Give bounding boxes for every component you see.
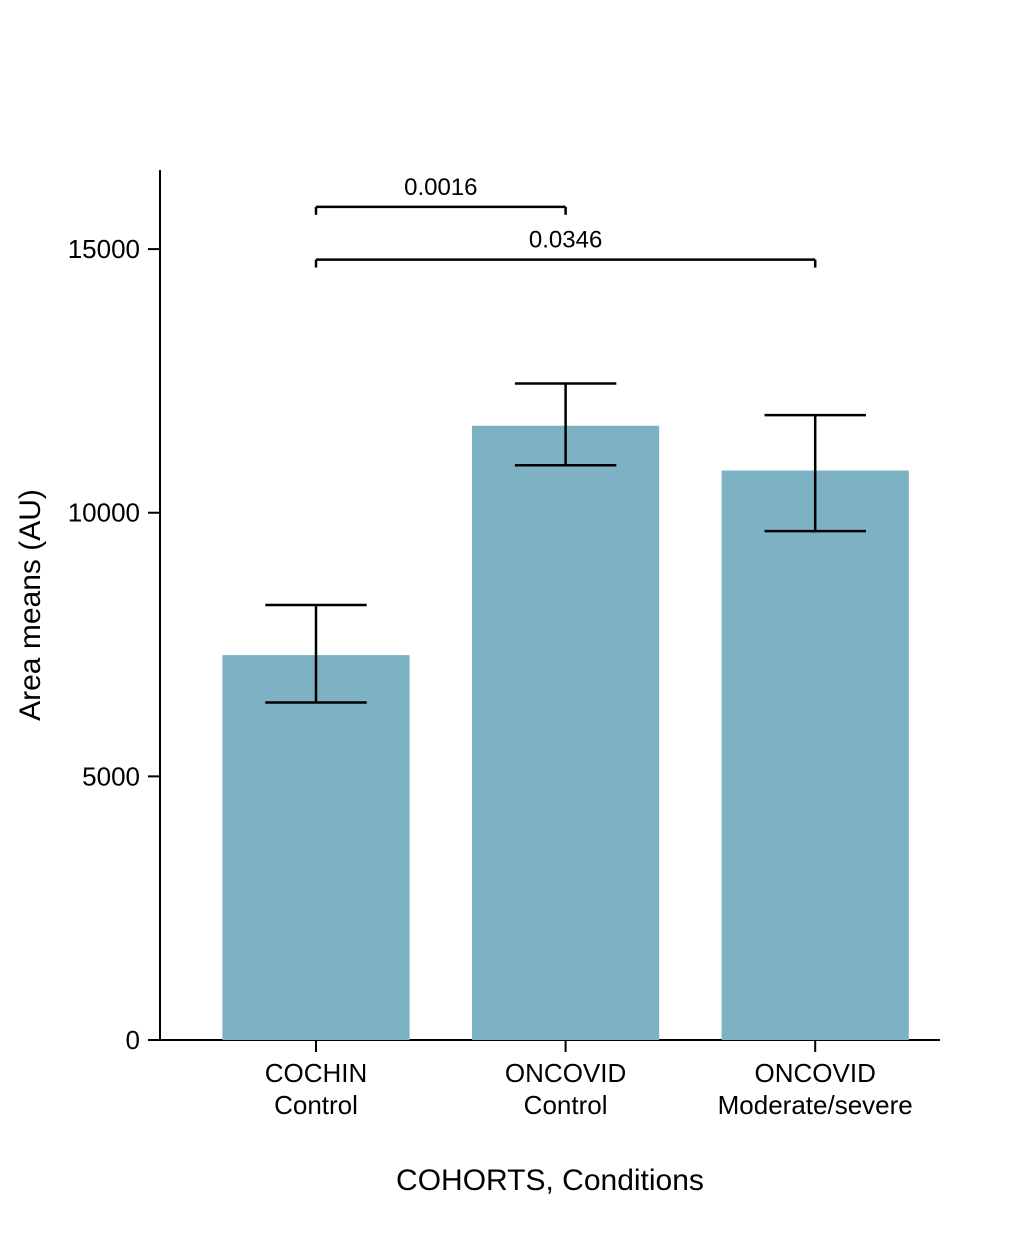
x-tick-label-line2: Moderate/severe bbox=[718, 1090, 913, 1120]
x-tick-label-line2: Control bbox=[524, 1090, 608, 1120]
x-tick-label-line1: ONCOVID bbox=[755, 1058, 876, 1088]
x-axis-label: COHORTS, Conditions bbox=[396, 1164, 704, 1197]
y-tick-label: 15000 bbox=[68, 234, 140, 264]
sig-label: 0.0016 bbox=[404, 174, 477, 201]
bar bbox=[472, 426, 659, 1040]
bar-chart: 050001000015000Area means (AU)COCHINCont… bbox=[0, 0, 1020, 1260]
sig-label: 0.0346 bbox=[529, 227, 602, 254]
y-tick-label: 0 bbox=[126, 1025, 140, 1055]
bar bbox=[722, 471, 909, 1040]
y-axis-label: Area means (AU) bbox=[14, 489, 47, 721]
chart-svg: 050001000015000Area means (AU)COCHINCont… bbox=[0, 0, 1020, 1260]
x-tick-label-line1: COCHIN bbox=[265, 1058, 368, 1088]
y-tick-label: 10000 bbox=[68, 498, 140, 528]
y-tick-label: 5000 bbox=[82, 761, 140, 791]
x-tick-label-line1: ONCOVID bbox=[505, 1058, 626, 1088]
bar bbox=[222, 655, 409, 1040]
x-tick-label-line2: Control bbox=[274, 1090, 358, 1120]
